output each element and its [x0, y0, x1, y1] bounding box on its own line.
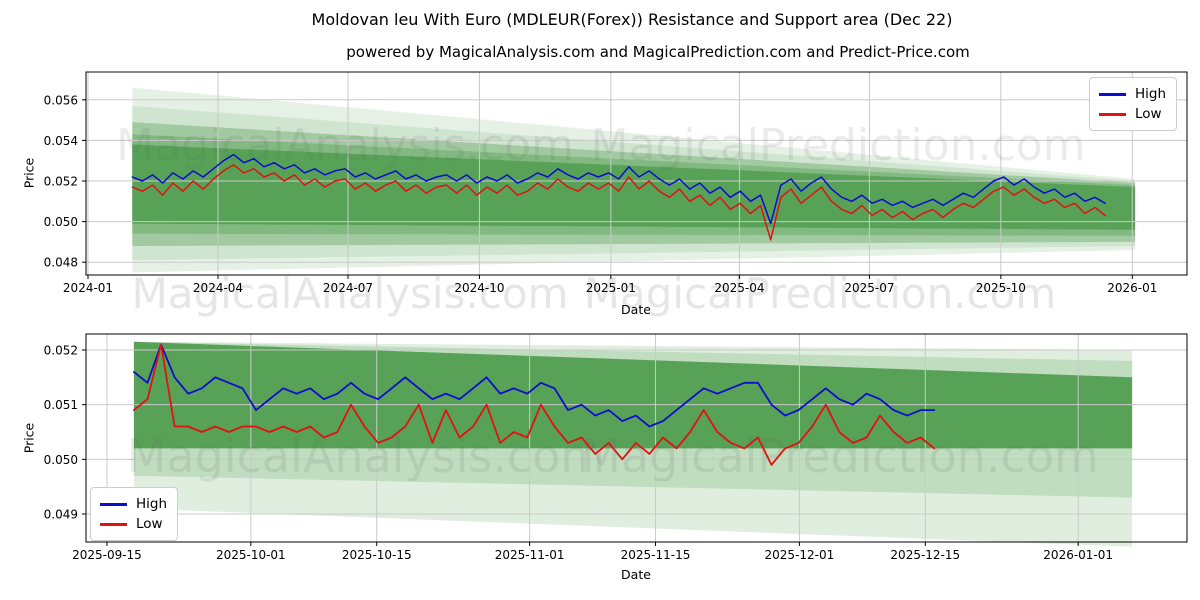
y-tick-label: 0.050 — [44, 453, 78, 467]
figure-title: Moldovan leu With Euro (MDLEUR(Forex)) R… — [311, 10, 953, 29]
tick-marks-and-labels: 2025-09-15 2025-10-01 2025-10-15 2025-11-01… — [44, 344, 1113, 562]
watermark-text: MagicalAnalysis.com — [116, 120, 574, 171]
x-tick-label: 2025-11-15 — [621, 548, 691, 562]
x-tick-label: 2026-01-01 — [1043, 548, 1113, 562]
legend-label-high: High — [136, 496, 168, 512]
high-line-swatch — [100, 502, 127, 506]
high-line — [131, 153, 1106, 225]
y-tick-label: 0.051 — [44, 398, 78, 412]
x-tick-label: 2024-01 — [63, 281, 113, 295]
low-line-swatch — [100, 522, 127, 526]
x-tick-label: 2024-04 — [193, 281, 243, 295]
low-line — [131, 164, 1106, 241]
legend-label-high: High — [1135, 86, 1167, 102]
watermark-text: MagicalPrediction.com — [581, 429, 1099, 483]
plot-border — [85, 333, 1188, 543]
gridlines — [86, 72, 1187, 275]
top-chart-legend: High Low — [1089, 77, 1178, 131]
low-line-swatch — [1099, 112, 1126, 116]
band-core-zone — [132, 144, 1136, 230]
legend-item-low: Low — [1099, 104, 1166, 124]
legend-item-high: High — [1099, 84, 1166, 104]
x-tick-label: 2025-11-01 — [495, 548, 565, 562]
y-tick-label: 0.048 — [44, 256, 78, 270]
x-tick-label: 2025-12-01 — [765, 548, 835, 562]
gridlines — [86, 334, 1187, 542]
high-line — [132, 343, 936, 428]
x-tick-label: 2024-10 — [454, 281, 504, 295]
watermark-text: MagicalAnalysis.com — [132, 269, 569, 318]
watermark-text: MagicalAnalysis.com — [127, 429, 606, 483]
x-tick-label: 2025-07 — [844, 281, 894, 295]
plot-border — [85, 71, 1188, 276]
y-tick-label: 0.052 — [44, 175, 78, 189]
band-core-zone — [133, 341, 1133, 449]
recent-resistance-support-chart: MagicalAnalysis.comMagicalPrediction.com… — [44, 333, 1188, 562]
legend-item-high: High — [100, 494, 167, 514]
x-tick-label: 2025-09-15 — [72, 548, 142, 562]
bottom-chart-legend: High Low — [90, 487, 179, 541]
x-tick-label: 2025-10-01 — [216, 548, 286, 562]
y-tick-label: 0.049 — [44, 508, 78, 522]
top-chart-xlabel: Date — [621, 302, 651, 317]
y-tick-label: 0.056 — [44, 93, 78, 107]
figure-subtitle: powered by MagicalAnalysis.com and Magic… — [346, 43, 970, 61]
bottom-chart-xlabel: Date — [621, 567, 651, 582]
legend-label-low: Low — [1135, 106, 1162, 122]
chart-watermarks: MagicalAnalysis.com MagicalPrediction.com — [116, 120, 1085, 171]
x-tick-label: 2026-01 — [1107, 281, 1157, 295]
low-line — [132, 343, 936, 466]
bottom-chart-ylabel: Price — [21, 422, 37, 454]
x-tick-label: 2025-12-15 — [890, 548, 960, 562]
yearly-resistance-support-chart: MagicalAnalysis.com MagicalPrediction.com… — [44, 71, 1188, 295]
x-tick-label: 2025-10 — [976, 281, 1026, 295]
bands-group — [133, 341, 1133, 547]
top-chart-ylabel: Price — [21, 157, 37, 189]
high-line-swatch — [1099, 92, 1126, 96]
y-tick-label: 0.052 — [44, 344, 78, 358]
x-tick-label: 2025-10-15 — [342, 548, 412, 562]
tick-marks-and-labels: 2024-01 2024-04 2024-07 2024-10 2025-01 2025-… — [44, 93, 1158, 295]
y-tick-label: 0.054 — [44, 134, 78, 148]
x-tick-label: 2024-07 — [323, 281, 373, 295]
x-tick-label: 2025-01 — [586, 281, 636, 295]
legend-label-low: Low — [136, 516, 163, 532]
strip-watermarks: MagicalAnalysis.com MagicalPrediction.com — [132, 269, 1057, 318]
watermark-text: MagicalPrediction.com — [591, 120, 1086, 171]
legend-item-low: Low — [100, 514, 167, 534]
y-tick-label: 0.050 — [44, 215, 78, 229]
x-tick-label: 2025-04 — [714, 281, 764, 295]
watermark-text: MagicalPrediction.com — [584, 269, 1057, 318]
